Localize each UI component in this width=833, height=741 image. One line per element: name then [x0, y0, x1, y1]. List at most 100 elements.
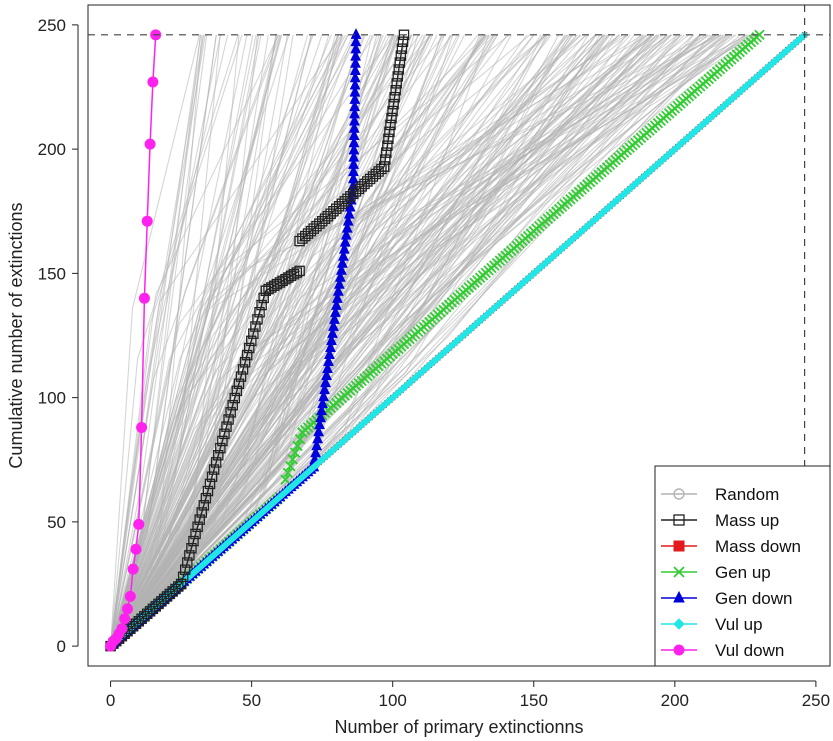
marker	[348, 129, 360, 140]
marker-stroke	[289, 447, 301, 458]
marker	[394, 57, 406, 68]
random-simulation-line	[110, 34, 628, 647]
marker	[673, 590, 685, 603]
marker	[206, 471, 218, 482]
marker	[202, 485, 214, 497]
marker	[217, 435, 228, 447]
marker	[229, 392, 241, 404]
marker	[179, 564, 191, 575]
marker	[313, 425, 325, 437]
marker	[348, 165, 359, 177]
marker-stroke	[282, 467, 294, 479]
marker	[673, 644, 685, 656]
marker	[349, 85, 361, 97]
marker	[237, 364, 249, 375]
marker	[350, 35, 362, 47]
legend-entry: Vul up	[661, 615, 763, 634]
random-simulation-line	[110, 34, 346, 647]
marker	[395, 50, 407, 61]
marker	[331, 292, 343, 303]
legend-label: Mass up	[715, 511, 779, 530]
marker	[133, 518, 145, 530]
y-tick-label: 50	[47, 513, 66, 532]
marker	[754, 29, 765, 41]
random-simulation-line	[110, 34, 683, 647]
plot-frame	[87, 4, 831, 667]
marker	[330, 306, 341, 317]
legend-entry: Mass up	[661, 511, 779, 530]
random-simulation-line	[110, 34, 718, 647]
marker	[342, 214, 354, 226]
marker	[317, 397, 328, 409]
random-simulation-line	[110, 34, 372, 647]
marker	[329, 313, 340, 324]
y-tick-label: 250	[38, 16, 66, 35]
marker	[397, 36, 409, 48]
marker	[210, 457, 222, 468]
marker	[350, 28, 362, 39]
marker	[348, 150, 360, 162]
marker	[348, 136, 360, 148]
marker	[338, 242, 350, 254]
marker	[673, 540, 685, 552]
marker	[144, 138, 156, 150]
marker	[350, 56, 361, 68]
random-simulation-line	[110, 34, 395, 647]
marker	[325, 341, 336, 352]
random-simulation-line	[110, 34, 701, 647]
legend-label: Random	[715, 485, 779, 504]
marker	[673, 566, 685, 578]
marker	[248, 328, 259, 339]
marker	[254, 306, 265, 318]
marker	[141, 215, 153, 227]
marker	[204, 478, 216, 490]
marker	[320, 376, 331, 388]
marker	[227, 399, 238, 411]
marker	[219, 428, 230, 440]
random-simulation-line	[110, 34, 572, 647]
random-simulation-line	[110, 34, 205, 647]
random-simulation-line	[110, 34, 494, 647]
marker	[340, 228, 352, 240]
marker	[175, 578, 187, 590]
marker	[331, 299, 342, 310]
marker	[116, 623, 128, 635]
marker	[215, 442, 226, 454]
marker	[250, 321, 261, 332]
marker-stroke	[285, 460, 296, 472]
marker	[256, 299, 267, 311]
x-tick-label: 50	[242, 691, 261, 710]
marker	[182, 557, 193, 568]
marker	[349, 71, 361, 83]
marker	[349, 93, 361, 104]
marker	[241, 349, 253, 361]
marker	[348, 121, 360, 133]
marker	[380, 154, 391, 165]
y-tick-label: 200	[38, 140, 66, 159]
random-simulation-line	[110, 34, 546, 647]
marker	[341, 221, 353, 233]
marker	[347, 172, 359, 184]
marker	[310, 446, 322, 458]
y-tick-label: 100	[38, 389, 66, 408]
marker	[381, 147, 392, 158]
marker	[184, 550, 195, 561]
legend-entry: Gen down	[661, 589, 793, 608]
marker	[383, 133, 394, 145]
marker	[225, 407, 236, 418]
random-simulation-line	[110, 34, 706, 647]
marker	[289, 447, 301, 458]
marker	[292, 440, 303, 452]
x-axis-label: Number of primary extinctionns	[334, 717, 583, 737]
y-axis-label: Cumulative number of extinctions	[6, 202, 26, 468]
marker	[384, 126, 395, 138]
marker	[138, 292, 150, 304]
random-simulation-line	[110, 34, 550, 647]
legend-entry: Random	[661, 485, 779, 504]
marker	[673, 618, 685, 630]
legend-label: Gen up	[715, 563, 771, 582]
legend-label: Mass down	[715, 537, 801, 556]
legend-entry: Mass down	[661, 537, 801, 556]
random-simulation-line	[110, 34, 424, 647]
